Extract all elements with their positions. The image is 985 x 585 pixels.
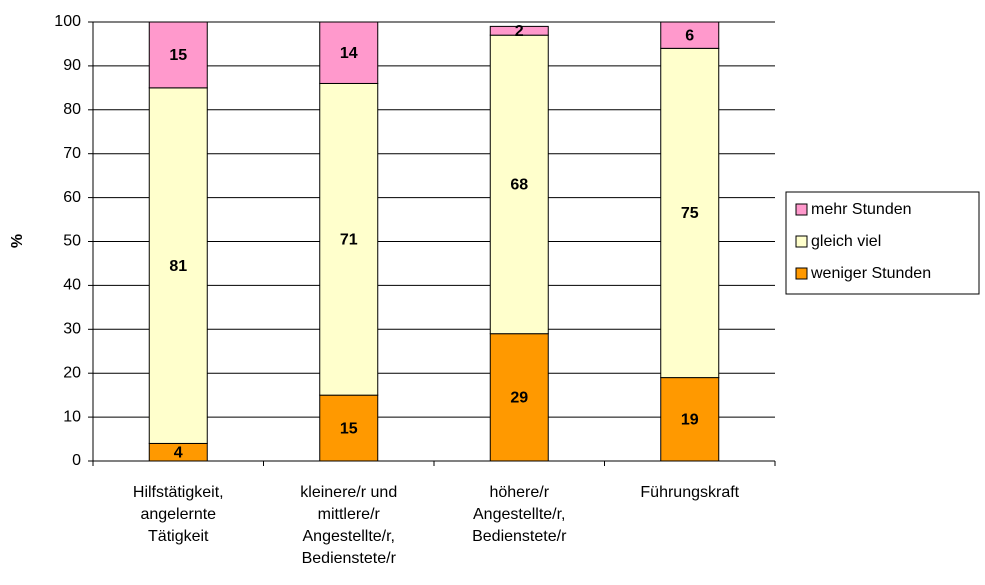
bar-segment: [660, 377, 720, 462]
x-tick-label: Bedienstete/r: [472, 528, 567, 545]
data-label: 29: [510, 390, 528, 407]
y-tick-label: 100: [54, 13, 81, 30]
x-tick-label: kleinere/r und: [300, 484, 397, 501]
y-tick-label: 50: [63, 233, 81, 250]
x-tick-label: Hilfstätigkeit,: [133, 484, 224, 501]
x-tick-label: Bedienstete/r: [302, 550, 397, 567]
y-axis-label: %: [9, 234, 26, 248]
bar-segment: [660, 21, 720, 49]
y-tick-label: 10: [63, 408, 81, 425]
data-label: 15: [169, 47, 187, 64]
data-label: 68: [510, 177, 528, 194]
data-label: 4: [174, 444, 183, 461]
y-tick-label: 40: [63, 277, 81, 294]
data-label: 71: [340, 232, 358, 249]
legend-label: mehr Stunden: [811, 201, 912, 218]
x-tick-label: Angestellte/r,: [303, 528, 396, 545]
bar-segment: [489, 25, 549, 36]
data-label: 6: [685, 27, 694, 44]
bar-segment: [319, 82, 379, 396]
legend-label: gleich viel: [811, 233, 881, 250]
x-tick-label: Führungskraft: [640, 484, 739, 501]
y-tick-label: 60: [63, 189, 81, 206]
y-tick-label: 80: [63, 101, 81, 118]
y-tick-label: 20: [63, 364, 81, 381]
y-tick-label: 30: [63, 321, 81, 338]
legend-swatch: [795, 203, 808, 216]
legend-swatch: [795, 235, 808, 248]
bar-segment: [319, 21, 379, 84]
x-tick-label: angelernte: [140, 506, 216, 523]
bar-segment: [489, 333, 549, 462]
y-tick-label: 90: [63, 57, 81, 74]
bar-segment: [148, 21, 208, 89]
data-label: 2: [515, 23, 524, 40]
bar-segment: [148, 87, 208, 444]
data-label: 14: [340, 45, 358, 62]
x-tick-label: Angestellte/r,: [473, 506, 566, 523]
data-label: 19: [681, 412, 699, 429]
x-tick-label: Tätigkeit: [148, 528, 209, 545]
data-label: 81: [169, 258, 187, 275]
legend-swatch: [795, 267, 808, 280]
x-tick-label: mittlere/r: [318, 506, 381, 523]
bar-segment: [319, 394, 379, 462]
y-tick-label: 70: [63, 145, 81, 162]
x-tick-label: höhere/r: [489, 484, 549, 501]
bar-segment: [489, 34, 549, 335]
y-tick-label: 0: [72, 452, 81, 469]
legend-box: [785, 191, 980, 295]
data-label: 15: [340, 420, 358, 437]
data-label: 75: [681, 205, 699, 222]
legend-label: weniger Stunden: [810, 265, 931, 282]
